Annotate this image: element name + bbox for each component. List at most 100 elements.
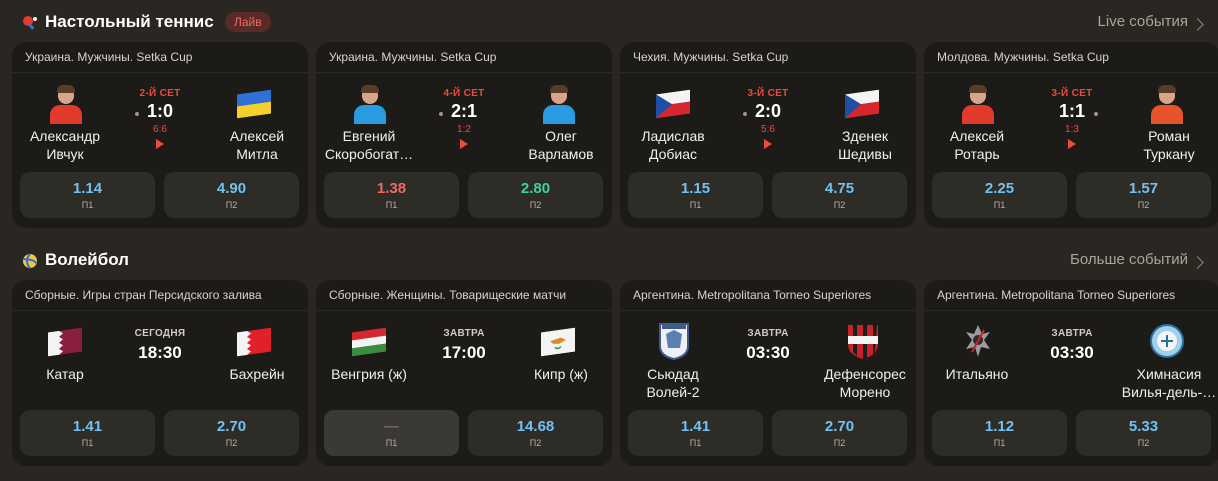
chevron-right-icon[interactable] [1191,18,1204,31]
odd-button-o2[interactable]: 2.80 П2 [468,172,603,218]
match-start: ЗАВТРА 03:30 [1032,328,1112,363]
participant-name: Дефенсорес Морено [810,365,916,401]
league-title[interactable]: Украина. Мужчины. Setka Cup [316,42,612,73]
odd-button-o2[interactable]: 2.70 П2 [772,410,907,456]
event-card[interactable]: Сборные. Игры стран Персидского залива Ка… [12,280,308,466]
event-card[interactable]: Аргентина. Metropolitana Torneo Superior… [620,280,916,466]
odd-button-o1[interactable]: 1.41 П1 [628,410,763,456]
league-title[interactable]: Аргентина. Metropolitana Torneo Superior… [620,280,916,311]
country-flag-icon [541,327,575,357]
odd-label: П2 [833,200,846,210]
participant-name-line2: Добиас [648,146,698,162]
set-score: 6:6 [153,124,167,135]
match-start: ЗАВТРА 03:30 [728,328,808,363]
odd-button-o1[interactable]: 1.12 П1 [932,410,1067,456]
odd-button-o1[interactable]: 1.41 П1 [20,410,155,456]
odd-button-o1: — П1 [324,410,459,456]
league-title[interactable]: Сборные. Женщины. Товарищеские матчи [316,280,612,311]
participant-name: Венгрия (ж) [316,365,424,383]
league-title[interactable]: Сборные. Игры стран Персидского залива [12,280,308,311]
odd-button-o1[interactable]: 1.15 П1 [628,172,763,218]
participant-name-line2: Шедивы [838,146,892,162]
odd-label: П2 [529,438,542,448]
odd-label: П1 [689,200,702,210]
odd-button-o2[interactable]: 4.75 П2 [772,172,907,218]
league-title[interactable]: Чехия. Мужчины. Setka Cup [620,42,916,73]
live-events-link[interactable]: Live события [1097,13,1188,30]
odd-button-o2[interactable]: 2.70 П2 [164,410,299,456]
country-flag-icon [237,89,271,119]
odd-value: 5.33 [1128,418,1159,435]
player-avatar [352,84,388,124]
odd-label: П2 [833,438,846,448]
odd-value: 14.68 [516,418,555,435]
player-avatar [48,84,84,124]
odd-value: 1.41 [72,418,103,435]
start-time: 03:30 [746,343,790,362]
volleyball-icon [22,253,38,269]
event-card[interactable]: Украина. Мужчины. Setka Cup Евгений Скороб… [316,42,612,228]
odd-button-o1[interactable]: 1.38 П1 [324,172,459,218]
odd-value: 1.15 [680,180,711,197]
volleyball-section-header: Волейбол Больше событий [0,246,1218,276]
participant-name-line1: Зденек [841,128,889,144]
serve-indicator-icon [135,112,139,116]
league-title[interactable]: Молдова. Мужчины. Setka Cup [924,42,1218,73]
event-card[interactable]: Чехия. Мужчины. Setka Cup Ладислав Добиас З… [620,42,916,228]
player-avatar [541,84,577,124]
participant-name: Евгений Скоробогат… [316,127,424,163]
participant-name: Бахрейн [202,365,308,383]
live-stream-play-icon[interactable] [156,139,164,149]
more-events-link[interactable]: Больше событий [1070,251,1188,268]
odd-value: 4.90 [216,180,247,197]
event-card[interactable]: Сборные. Женщины. Товарищеские матчи Венг… [316,280,612,466]
participant-name: Химнасия Вилья-дель-… [1114,365,1218,401]
league-title[interactable]: Украина. Мужчины. Setka Cup [12,42,308,73]
event-card[interactable]: Аргентина. Metropolitana Torneo Superior… [924,280,1218,466]
odd-button-o2[interactable]: 1.57 П2 [1076,172,1211,218]
tennis-section-title: Настольный теннис [45,12,214,31]
start-day: ЗАВТРА [1051,328,1093,339]
team-emblem-icon [656,322,692,361]
participant-name-line1: Дефенсорес [824,366,906,382]
live-stream-play-icon[interactable] [1068,139,1076,149]
league-title[interactable]: Аргентина. Metropolitana Torneo Superior… [924,280,1218,311]
odd-value: 1.41 [680,418,711,435]
match-status: 3-Й СЕТ 2:0 5:6 [728,88,808,149]
tennis-section-header: Настольный теннис Лайв Live события [0,8,1218,38]
participant-name-line1: Катар [46,366,84,382]
match-score: 2:1 [450,101,477,121]
odd-button-o1[interactable]: 2.25 П1 [932,172,1067,218]
participant-name: Зденек Шедивы [810,127,916,163]
chevron-right-icon[interactable] [1191,256,1204,269]
live-stream-play-icon[interactable] [460,139,468,149]
odd-button-o2[interactable]: 4.90 П2 [164,172,299,218]
start-time: 03:30 [1050,343,1094,362]
live-badge[interactable]: Лайв [225,12,271,32]
odd-button-o2[interactable]: 5.33 П2 [1076,410,1211,456]
odd-button-o2[interactable]: 14.68 П2 [468,410,603,456]
live-stream-play-icon[interactable] [764,139,772,149]
match-start: ЗАВТРА 17:00 [424,328,504,363]
odd-label: П2 [225,438,238,448]
serve-indicator-icon [743,112,747,116]
event-card[interactable]: Молдова. Мужчины. Setka Cup Алексей Ротарь… [924,42,1218,228]
participant-name-line2: Морено [839,384,891,400]
participant-name: Сьюдад Волей-2 [620,365,728,401]
odd-value: 2.70 [216,418,247,435]
participant-name-line1: Александр [29,128,101,144]
event-card[interactable]: Украина. Мужчины. Setka Cup Александр Ивчу… [12,42,308,228]
odd-label: П1 [81,200,94,210]
participant-name-line1: Бахрейн [229,366,285,382]
set-label: 2-Й СЕТ [139,88,181,99]
participant-name: Алексей Митла [202,127,308,163]
odd-value: 1.38 [376,180,407,197]
odd-label: П1 [993,200,1006,210]
match-start: СЕГОДНЯ 18:30 [120,328,200,363]
odd-button-o1[interactable]: 1.14 П1 [20,172,155,218]
country-flag-icon [845,89,879,119]
odd-value: 2.25 [984,180,1015,197]
start-day: ЗАВТРА [747,328,789,339]
match-status: 3-Й СЕТ 1:1 1:3 [1032,88,1112,149]
player-avatar [960,84,996,124]
